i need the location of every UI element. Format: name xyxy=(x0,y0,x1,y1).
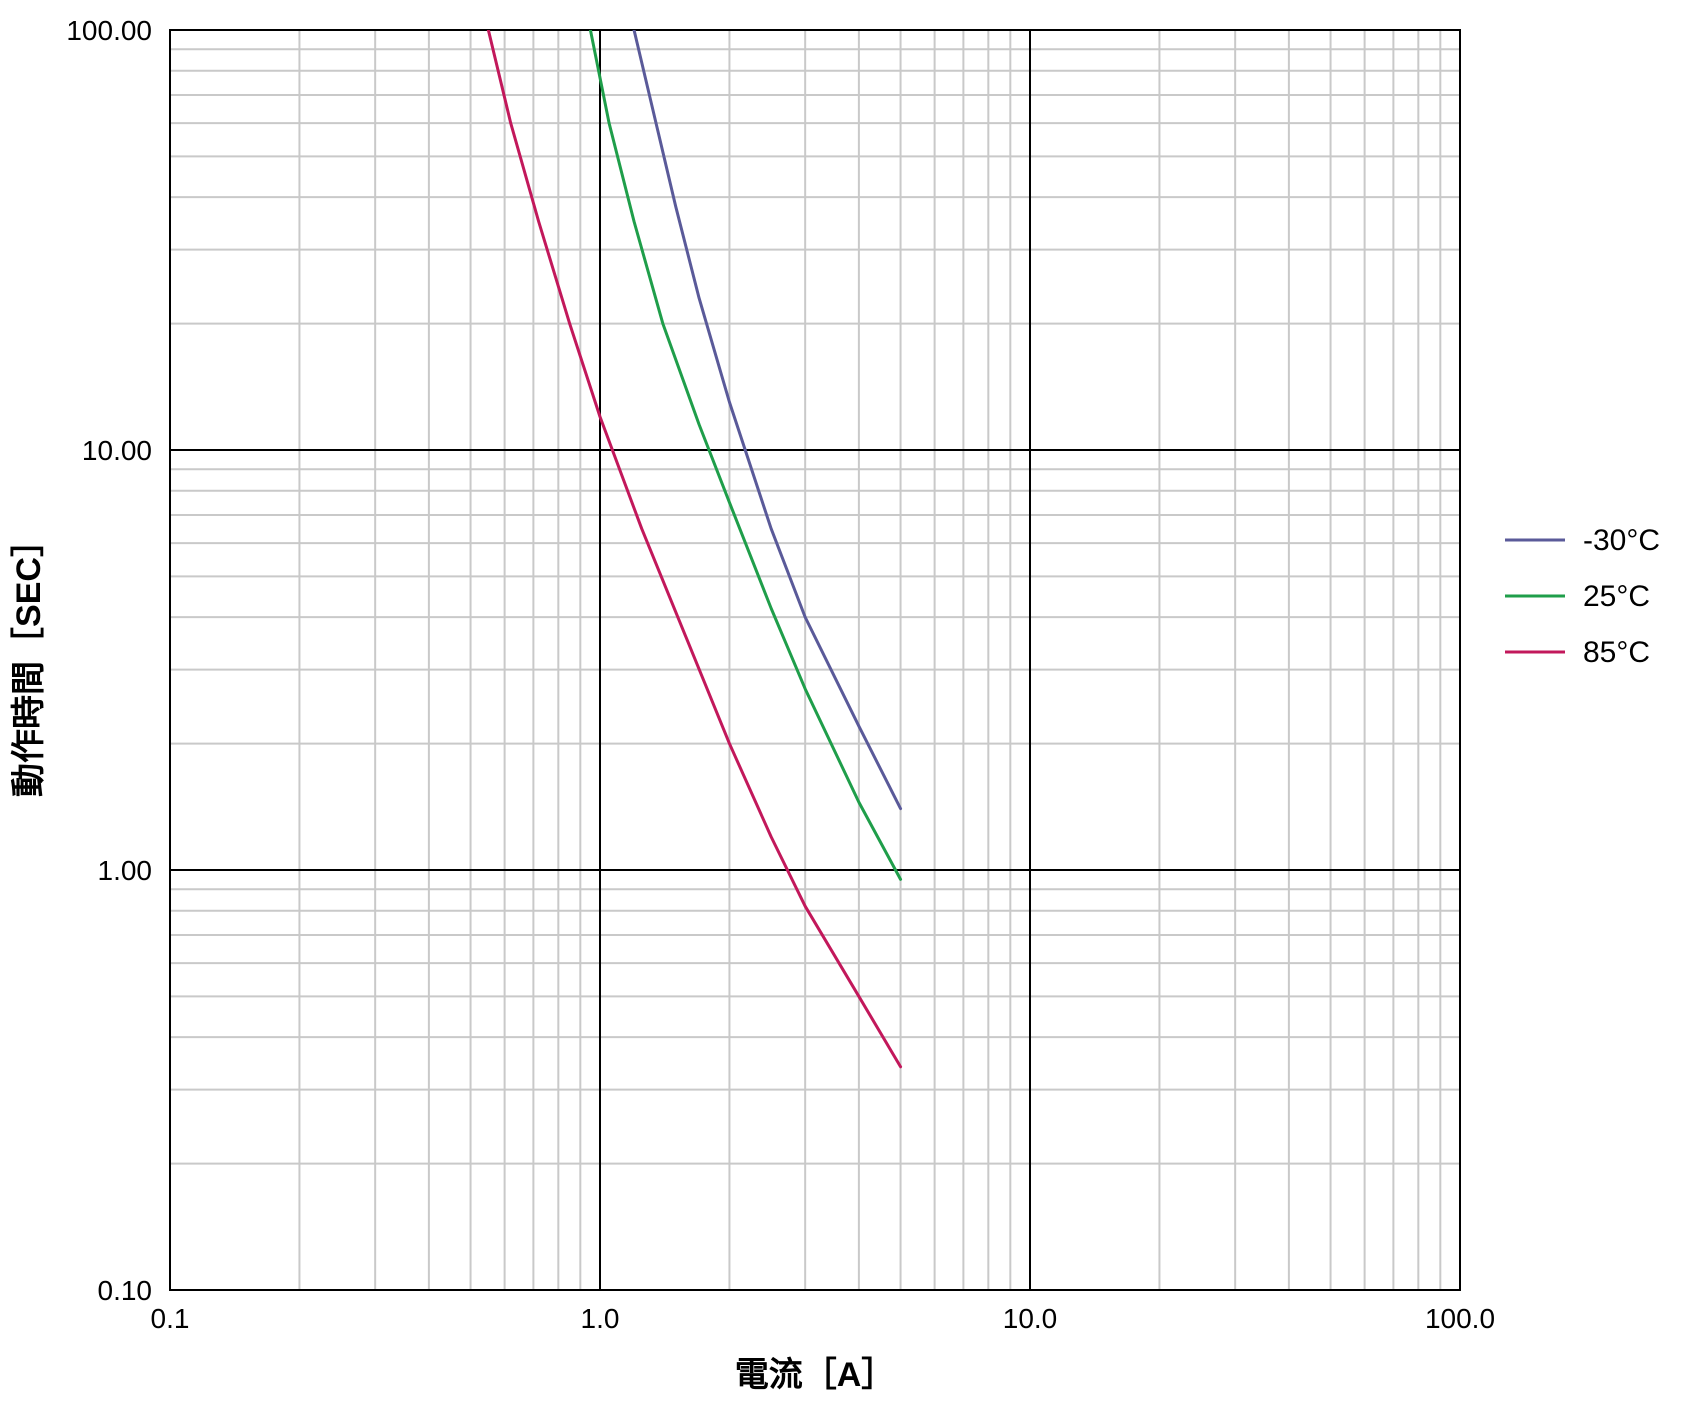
x-tick-label: 0.1 xyxy=(151,1303,190,1334)
x-tick-label: 10.0 xyxy=(1003,1303,1058,1334)
chart-svg: 0.1 1.0 10.0 100.0 0.10 1.00 10.00 100.00 電流［A］ 動… xyxy=(0,0,1703,1406)
x-axis-label: 電流［A］ xyxy=(735,1356,896,1394)
x-tick-label: 100.0 xyxy=(1425,1303,1495,1334)
legend-label: -30°C xyxy=(1583,524,1660,557)
y-tick-label: 10.00 xyxy=(82,435,152,466)
x-tick-label: 1.0 xyxy=(581,1303,620,1334)
legend-label: 25°C xyxy=(1583,580,1650,613)
y-tick-label: 100.00 xyxy=(66,15,152,46)
legend-label: 85°C xyxy=(1583,636,1650,669)
y-tick-label: 0.10 xyxy=(98,1275,153,1306)
chart-container: 0.1 1.0 10.0 100.0 0.10 1.00 10.00 100.00 電流［A］ 動… xyxy=(0,0,1703,1406)
y-axis-label: 動作時間［SEC］ xyxy=(10,523,48,797)
y-tick-label: 1.00 xyxy=(98,855,153,886)
